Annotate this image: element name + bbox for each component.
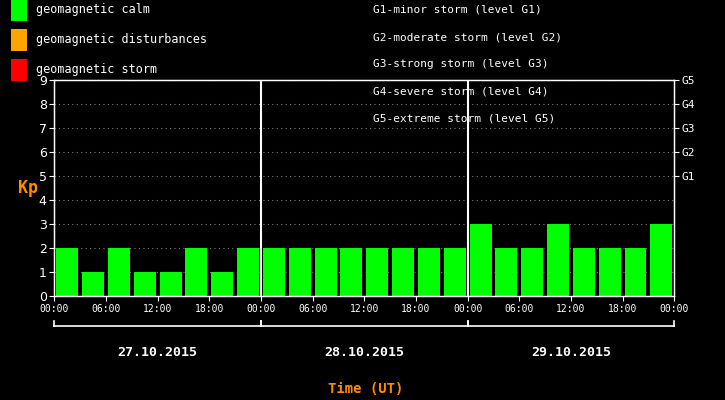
Bar bbox=[366, 248, 388, 296]
Bar bbox=[186, 248, 207, 296]
Bar bbox=[624, 248, 647, 296]
Bar bbox=[599, 248, 621, 296]
Bar bbox=[418, 248, 440, 296]
Bar bbox=[315, 248, 336, 296]
Text: geomagnetic storm: geomagnetic storm bbox=[36, 64, 157, 76]
Text: G3-strong storm (level G3): G3-strong storm (level G3) bbox=[373, 60, 549, 70]
Bar bbox=[108, 248, 130, 296]
Text: G1-minor storm (level G1): G1-minor storm (level G1) bbox=[373, 5, 542, 15]
Text: 28.10.2015: 28.10.2015 bbox=[324, 346, 405, 359]
Bar bbox=[573, 248, 594, 296]
Bar bbox=[57, 248, 78, 296]
Bar bbox=[134, 272, 156, 296]
Bar bbox=[547, 224, 569, 296]
Text: 29.10.2015: 29.10.2015 bbox=[531, 346, 611, 359]
Text: G4-severe storm (level G4): G4-severe storm (level G4) bbox=[373, 87, 549, 97]
Bar bbox=[650, 224, 672, 296]
Bar bbox=[289, 248, 311, 296]
Bar bbox=[341, 248, 362, 296]
Bar bbox=[392, 248, 414, 296]
Text: 27.10.2015: 27.10.2015 bbox=[117, 346, 198, 359]
Bar bbox=[82, 272, 104, 296]
Bar bbox=[160, 272, 181, 296]
Text: Time (UT): Time (UT) bbox=[328, 382, 404, 396]
Bar bbox=[470, 224, 492, 296]
Bar bbox=[263, 248, 285, 296]
Bar bbox=[211, 272, 233, 296]
Bar bbox=[237, 248, 259, 296]
Text: G2-moderate storm (level G2): G2-moderate storm (level G2) bbox=[373, 32, 563, 42]
Bar bbox=[444, 248, 465, 296]
Bar bbox=[495, 248, 518, 296]
Bar bbox=[521, 248, 543, 296]
Text: geomagnetic calm: geomagnetic calm bbox=[36, 4, 149, 16]
Text: geomagnetic disturbances: geomagnetic disturbances bbox=[36, 34, 207, 46]
Text: G5-extreme storm (level G5): G5-extreme storm (level G5) bbox=[373, 114, 555, 124]
Y-axis label: Kp: Kp bbox=[17, 179, 38, 197]
